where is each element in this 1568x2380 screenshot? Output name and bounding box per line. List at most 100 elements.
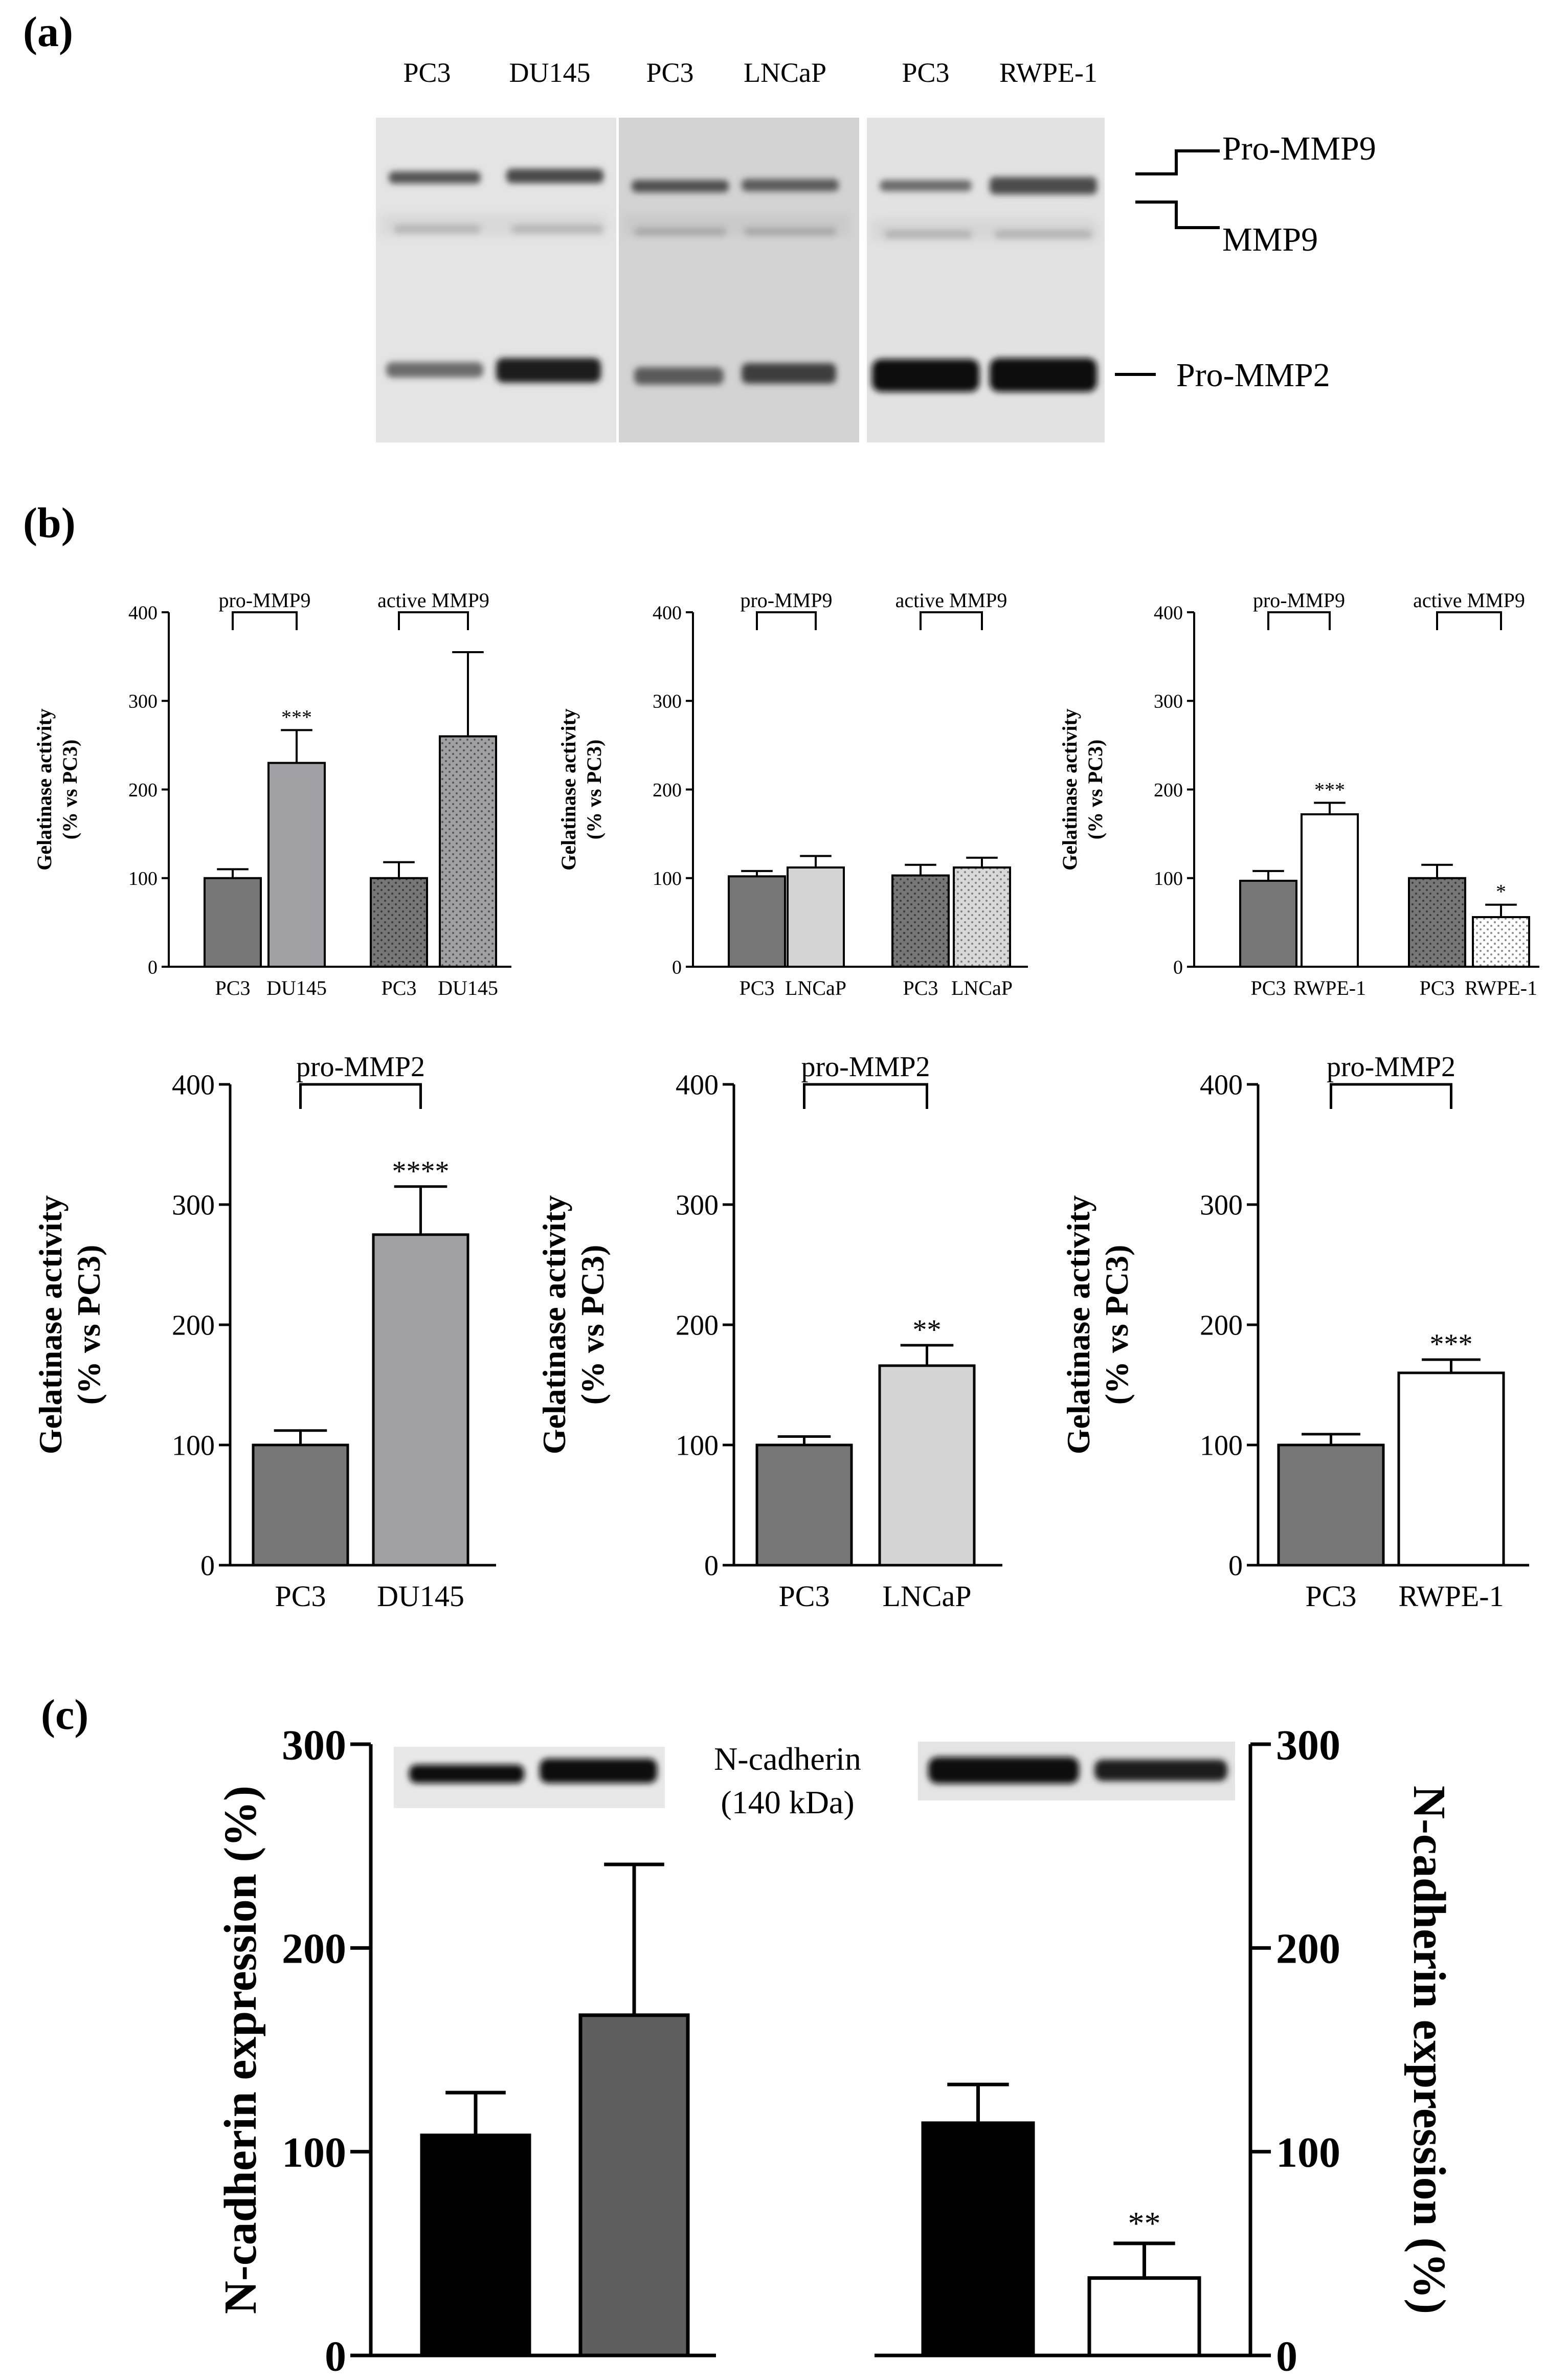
y-axis-title: (% vs PC3) (583, 740, 606, 840)
group-bracket (299, 1083, 422, 1109)
blot-strip-2 (619, 118, 859, 442)
band-pro-mmp9-lncap (742, 179, 839, 191)
bar (267, 762, 326, 968)
y-tick-label: 300 (172, 1190, 215, 1221)
significance-label: *** (1430, 1328, 1473, 1360)
y-tick-label: 200 (1200, 1310, 1243, 1342)
y-tick-label: 0 (200, 1550, 215, 1582)
bar (921, 2121, 1035, 2357)
y-axis-title: Gelatinase activity (557, 708, 580, 871)
band-pro-mmp9-pc3-2 (632, 180, 729, 192)
lane-label: RWPE-1 (999, 57, 1097, 88)
chart-b2: 0 100 200 300 400 Gelatinase activity (% vs PC… (557, 589, 1028, 999)
group-label: pro-MMP9 (1253, 589, 1345, 612)
bar (252, 1443, 349, 1567)
y-tick-label: 400 (1154, 602, 1183, 624)
x-tick-label: PC3 (1420, 976, 1455, 999)
x-tick-label: LNCaP (951, 976, 1013, 999)
y-axis-title: N-cadherin expression (%) (1404, 1786, 1454, 2314)
group-label: pro-MMP9 (218, 589, 310, 612)
y-axis-title: Gelatinase activity (536, 1195, 572, 1455)
chart-b1: 0 100 200 300 400 Gelatinase activity (% vs PC… (33, 589, 511, 999)
band-label-mmp9: MMP9 (1222, 221, 1318, 258)
y-tick-label: 300 (282, 1721, 346, 1769)
band-pro-mmp2-pc3-2 (634, 367, 724, 385)
x-tick-label: PC3 (740, 976, 775, 999)
group-bracket (920, 611, 983, 630)
panel-label-c: (c) (41, 1691, 88, 1739)
x-tick-label: PC3 (779, 1580, 830, 1613)
bar (372, 1233, 469, 1567)
bar (370, 877, 428, 968)
y-axis-title: (% vs PC3) (1099, 1245, 1135, 1405)
group-label: pro-MMP2 (296, 1051, 425, 1083)
chart-b4: 0 100 200 300 400 Gelatinase activity (% vs PC… (32, 1051, 496, 1613)
y-tick-label: 200 (172, 1310, 215, 1342)
group-label: active MMP9 (377, 589, 489, 612)
y-tick-label: 400 (1200, 1070, 1243, 1101)
group-label: pro-MMP2 (801, 1051, 930, 1083)
bar (728, 875, 786, 968)
x-tick-label: PC3 (275, 1580, 326, 1613)
y-tick-label: 100 (172, 1430, 215, 1462)
bar (787, 866, 845, 968)
y-axis-title: Gelatinase activity (33, 708, 56, 871)
blot-strip-3 (867, 118, 1105, 442)
lane-label: PC3 (403, 57, 451, 88)
x-tick-label: PC3 (1251, 976, 1286, 999)
x-tick-label: RWPE-1 (1398, 1580, 1504, 1613)
y-tick-label: 400 (653, 602, 682, 624)
y-tick-label: 100 (282, 2129, 346, 2176)
band-brackets (1115, 149, 1220, 376)
band-pro-mmp2-rwpe1 (990, 358, 1097, 392)
x-tick-label: DU145 (568, 2375, 700, 2380)
x-tick-label: DU145 (377, 1580, 464, 1613)
band-pro-mmp2-du145 (496, 358, 601, 383)
group-label: pro-MMP9 (740, 589, 832, 612)
chart-c1: 0 100 200 300 N-cadherin expression (%) PC3 DU… (215, 1721, 716, 2380)
y-tick-label: 400 (172, 1070, 215, 1101)
group-label: pro-MMP2 (1327, 1051, 1455, 1083)
y-tick-label: 200 (128, 780, 158, 801)
group-bracket (756, 611, 817, 630)
band-pro-mmp9-rwpe1 (990, 177, 1097, 194)
significance-label: * (1496, 880, 1506, 903)
y-axis-title: (% vs PC3) (1084, 740, 1107, 840)
bar (1397, 1371, 1505, 1567)
y-tick-label: 100 (1200, 1430, 1243, 1462)
x-tick-label: RWPE-1 (1059, 2375, 1229, 2380)
bar (439, 735, 497, 968)
y-tick-label: 0 (1173, 957, 1183, 978)
group-label: active MMP9 (895, 589, 1007, 612)
x-tick-label: DU145 (266, 976, 327, 999)
x-tick-label: PC3 (903, 976, 938, 999)
y-tick-label: 0 (1276, 2332, 1297, 2380)
y-tick-label: 0 (672, 957, 682, 978)
band-pro-mmp2-lncap (742, 363, 836, 384)
chart-b3: 0 100 200 300 400 Gelatinase activity (% vs PC… (1058, 589, 1539, 999)
y-tick-label: 0 (704, 1550, 719, 1582)
x-tick-label: LNCaP (883, 1580, 972, 1613)
bar (1239, 879, 1297, 968)
group-bracket (1436, 611, 1502, 630)
western-blot-left (394, 1747, 665, 1808)
group-bracket (398, 611, 469, 630)
y-tick-label: 100 (1154, 868, 1183, 889)
group-bracket (232, 611, 298, 630)
y-tick-label: 200 (676, 1310, 719, 1342)
group-bracket (1267, 611, 1331, 630)
x-tick-label: LNCaP (785, 976, 846, 999)
lane-label: PC3 (902, 57, 949, 88)
y-tick-label: 0 (148, 957, 158, 978)
chart-b6: 0 100 200 300 400 Gelatinase activity (% vs PC… (1060, 1051, 1529, 1613)
band-pro-mmp9-pc3-1 (389, 171, 481, 184)
x-tick-label: PC3 (937, 2375, 1019, 2380)
x-tick-label: PC3 (382, 976, 417, 999)
bar (204, 877, 262, 968)
western-blot-label: N-cadherin (714, 1741, 861, 1777)
band-label-pro-mmp9: Pro-MMP9 (1222, 130, 1376, 167)
group-bracket (803, 1083, 928, 1109)
y-tick-label: 300 (676, 1190, 719, 1221)
y-tick-label: 300 (128, 691, 158, 713)
